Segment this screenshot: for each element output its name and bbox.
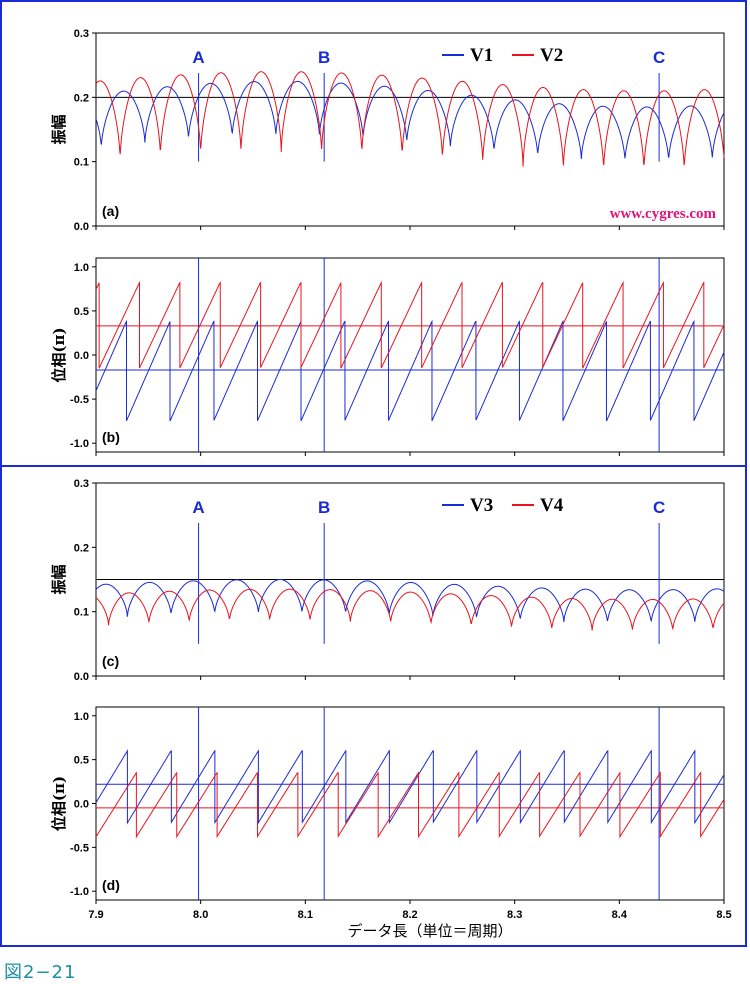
panel-label: (d) — [102, 877, 120, 893]
panel-c: 0.0 0.1 0.2 0.3 振幅 (c) A B C V3 V4 — [50, 478, 725, 683]
marker-label-a: A — [192, 498, 204, 517]
y-tick-label: -0.5 — [70, 394, 89, 406]
series-line-v4 — [95, 771, 725, 839]
panel-label: (c) — [102, 653, 119, 669]
x-axis-label: データ長（単位＝周期） — [347, 922, 512, 940]
y-tick-label: 0.0 — [74, 350, 89, 362]
marker-label-c: C — [653, 498, 665, 517]
y-tick-label: 0.0 — [74, 221, 89, 233]
series-line-v1 — [95, 80, 725, 159]
series-line-v1 — [95, 319, 725, 422]
series-line-v3 — [95, 579, 725, 623]
x-tick-label: 8.4 — [612, 909, 628, 921]
marker-label-b: B — [318, 498, 330, 517]
y-tick-label: 0.2 — [74, 92, 89, 104]
series-line-v2 — [95, 280, 725, 369]
panel-d: -1.0 -0.5 0.0 0.5 1.0 7.9 8.0 8.1 8.2 8.3 8.4 8.5 位相… — [50, 706, 732, 921]
watermark: www.cygres.com — [610, 206, 717, 222]
y-tick-label: 0.0 — [74, 799, 89, 811]
x-tick-label: 8.0 — [193, 909, 208, 921]
panel-a: 0.0 0.1 0.2 0.3 振幅 (a) A B C V1 V2 — [50, 28, 725, 233]
y-axis-label: 振幅 — [50, 114, 68, 144]
plot-area — [95, 32, 725, 227]
y-tick-label: 0.0 — [74, 671, 89, 683]
legend-label-v4: V4 — [540, 495, 564, 516]
panels: 0.0 0.1 0.2 0.3 振幅 (a) A B C V1 V2 -1.0 -0.5 0.0 0.5 1.… — [50, 28, 732, 921]
y-tick-label: 0.1 — [74, 607, 89, 619]
y-tick-label: 1.0 — [74, 711, 89, 723]
y-tick-label: -1.0 — [70, 438, 89, 450]
marker-label-b: B — [318, 48, 330, 67]
marker-label-c: C — [653, 48, 665, 67]
marker-label-a: A — [192, 48, 204, 67]
plot-area — [95, 706, 725, 901]
series-line-v2 — [95, 71, 725, 167]
panel-b: -1.0 -0.5 0.0 0.5 1.0 位相(π) (b) — [50, 257, 725, 456]
plot-area — [95, 257, 725, 453]
series-line-v3 — [95, 749, 725, 825]
panel-label: (a) — [102, 203, 119, 219]
y-tick-label: 0.2 — [74, 542, 89, 554]
legend-label-v3: V3 — [470, 495, 493, 516]
outer-frame-bottom — [0, 465, 747, 947]
x-tick-label: 7.9 — [88, 909, 103, 921]
y-tick-label: -0.5 — [70, 842, 89, 854]
y-tick-label: 0.3 — [74, 478, 89, 490]
x-tick-label: 8.3 — [507, 909, 522, 921]
x-tick-label: 8.2 — [402, 909, 417, 921]
y-tick-label: 0.5 — [74, 306, 89, 318]
legend-label-v1: V1 — [470, 45, 493, 66]
y-tick-label: 0.1 — [74, 157, 89, 169]
outer-frame-top — [0, 0, 747, 467]
y-tick-label: -1.0 — [70, 886, 89, 898]
y-axis-label: 振幅 — [50, 564, 68, 594]
y-tick-label: 0.5 — [74, 755, 89, 767]
y-axis-label: 位相(π) — [50, 776, 68, 831]
series-line-v4 — [95, 588, 725, 631]
x-tick-label: 8.5 — [716, 909, 731, 921]
y-axis-label: 位相(π) — [50, 327, 68, 382]
y-tick-label: 1.0 — [74, 262, 89, 274]
legend-label-v2: V2 — [540, 45, 563, 66]
figure-caption: 図2−21 — [4, 962, 77, 983]
x-tick-label: 8.1 — [298, 909, 313, 921]
figure: 0.0 0.1 0.2 0.3 振幅 (a) A B C V1 V2 -1.0 -0.5 0.0 0.5 1.… — [0, 0, 747, 947]
panel-label: (b) — [102, 429, 120, 445]
y-tick-label: 0.3 — [74, 28, 89, 40]
